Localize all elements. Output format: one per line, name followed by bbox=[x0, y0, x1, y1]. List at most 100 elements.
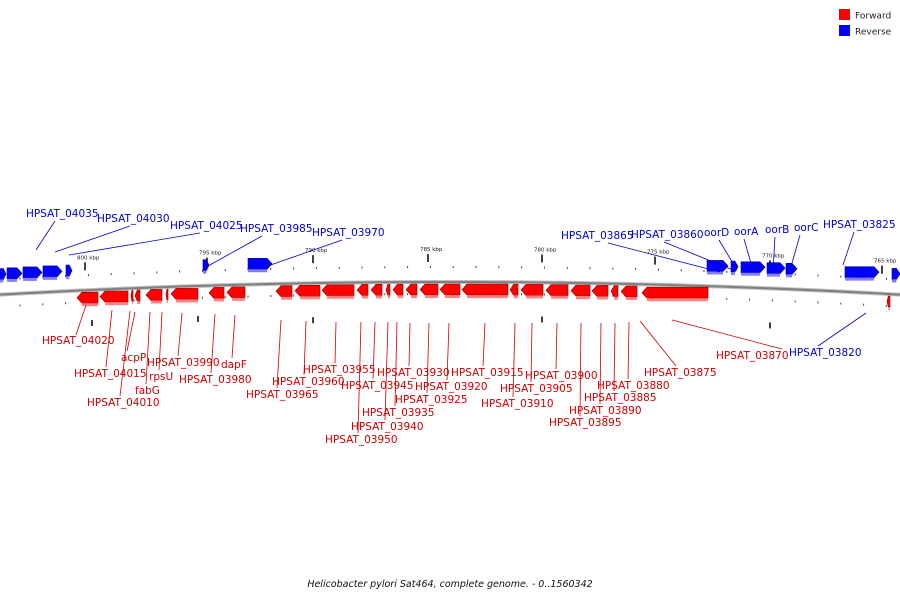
gene-label-forward[interactable]: HPSAT_03990 bbox=[147, 357, 220, 369]
forward-gene-arrow[interactable] bbox=[275, 285, 293, 300]
forward-gene-arrow[interactable] bbox=[591, 285, 609, 300]
reverse-gene-arrow[interactable] bbox=[6, 267, 23, 282]
gene-label-forward[interactable]: dapF bbox=[221, 359, 247, 371]
legend-forward-label: Forward bbox=[855, 12, 891, 22]
gene-label-reverse[interactable]: HPSAT_03860 bbox=[631, 229, 704, 241]
gene-label-forward[interactable]: HPSAT_03885 bbox=[584, 392, 657, 404]
gene-body bbox=[130, 290, 134, 302]
gene-label-reverse[interactable]: oorD bbox=[704, 227, 729, 239]
gene-label-reverse[interactable]: HPSAT_03820 bbox=[789, 347, 862, 359]
gene-label-forward[interactable]: HPSAT_03915 bbox=[451, 367, 524, 379]
forward-gene-arrow[interactable] bbox=[461, 283, 509, 299]
reverse-gene-arrow[interactable] bbox=[247, 257, 273, 273]
gene-shadow bbox=[707, 271, 723, 275]
gene-label-forward[interactable]: HPSAT_03870 bbox=[716, 350, 789, 362]
scale-label: 780 kbp bbox=[534, 248, 557, 254]
gene-label-forward[interactable]: HPSAT_04020 bbox=[42, 335, 115, 347]
gene-shadow bbox=[387, 295, 390, 299]
gene-label-forward[interactable]: HPSAT_03900 bbox=[525, 370, 598, 382]
forward-gene-arrow[interactable] bbox=[130, 290, 134, 305]
forward-gene-arrow[interactable] bbox=[294, 284, 321, 300]
reverse-gene-arrow[interactable] bbox=[730, 260, 739, 276]
gene-label-reverse[interactable]: HPSAT_03970 bbox=[312, 227, 385, 239]
forward-gene-arrow[interactable] bbox=[134, 289, 141, 305]
gene-label-forward[interactable]: acpP bbox=[121, 352, 146, 364]
forward-gene-arrow[interactable] bbox=[545, 284, 569, 299]
gene-body bbox=[766, 262, 786, 274]
gene-body bbox=[706, 260, 729, 272]
reverse-gene-arrow[interactable] bbox=[740, 261, 766, 276]
gene-label-reverse[interactable]: HPSAT_03985 bbox=[240, 223, 313, 235]
forward-gene-arrow[interactable] bbox=[886, 295, 891, 311]
forward-gene-arrow[interactable] bbox=[509, 283, 519, 299]
gene-label-forward[interactable]: fabG bbox=[135, 385, 160, 397]
forward-gene-arrow[interactable] bbox=[165, 288, 169, 304]
forward-gene-arrow[interactable] bbox=[610, 285, 619, 300]
gene-label-forward[interactable]: HPSAT_03930 bbox=[377, 367, 450, 379]
gene-label-forward[interactable]: HPSAT_03935 bbox=[362, 407, 435, 419]
gene-label-forward[interactable]: HPSAT_03980 bbox=[179, 374, 252, 386]
forward-gene-arrow[interactable] bbox=[76, 291, 99, 307]
gene-label-forward[interactable]: HPSAT_03960 bbox=[272, 376, 345, 388]
gene-shadow bbox=[845, 277, 874, 281]
forward-gene-arrow[interactable] bbox=[570, 284, 591, 300]
forward-gene-arrow[interactable] bbox=[321, 284, 355, 299]
gene-label-forward[interactable]: HPSAT_03955 bbox=[303, 364, 376, 376]
gene-label-forward[interactable]: HPSAT_03895 bbox=[549, 417, 622, 429]
gene-label-forward[interactable]: HPSAT_03920 bbox=[415, 381, 488, 393]
forward-gene-arrow[interactable] bbox=[208, 287, 225, 302]
gene-body bbox=[165, 288, 169, 301]
reverse-gene-arrow[interactable] bbox=[766, 262, 786, 277]
reverse-gene-arrow[interactable] bbox=[891, 268, 900, 283]
label-leader-line bbox=[357, 321, 362, 434]
forward-gene-arrow[interactable] bbox=[385, 283, 391, 299]
gene-label-forward[interactable]: HPSAT_03950 bbox=[325, 434, 398, 446]
gene-label-reverse[interactable]: oorB bbox=[765, 224, 789, 236]
forward-gene-arrow[interactable] bbox=[226, 286, 246, 301]
forward-gene-arrow[interactable] bbox=[145, 289, 163, 304]
gene-label-forward[interactable]: HPSAT_03945 bbox=[341, 380, 414, 392]
reverse-gene-arrow[interactable] bbox=[844, 266, 880, 281]
reverse-gene-arrow[interactable] bbox=[0, 268, 7, 283]
forward-gene-arrow[interactable] bbox=[520, 284, 544, 299]
gene-label-reverse[interactable]: oorA bbox=[734, 226, 759, 238]
gene-label-forward[interactable]: HPSAT_03875 bbox=[644, 367, 717, 379]
gene-label-forward[interactable]: HPSAT_03940 bbox=[351, 421, 424, 433]
gene-label-reverse[interactable]: HPSAT_04025 bbox=[170, 220, 243, 232]
gene-label-forward[interactable]: HPSAT_03890 bbox=[569, 405, 642, 417]
reverse-gene-arrow[interactable] bbox=[42, 265, 63, 280]
reverse-gene-arrow[interactable] bbox=[706, 260, 729, 275]
gene-label-forward[interactable]: HPSAT_04010 bbox=[87, 397, 160, 409]
gene-label-forward[interactable]: HPSAT_03910 bbox=[481, 398, 554, 410]
forward-gene-arrow[interactable] bbox=[392, 283, 404, 299]
reverse-gene-arrow[interactable] bbox=[65, 264, 73, 280]
forward-gene-arrow[interactable] bbox=[170, 288, 199, 303]
reverse-gene-arrow[interactable] bbox=[785, 262, 798, 278]
gene-label-reverse[interactable]: HPSAT_04035 bbox=[26, 208, 99, 220]
forward-gene-arrow[interactable] bbox=[356, 284, 369, 299]
reverse-gene-arrow[interactable] bbox=[202, 259, 210, 274]
gene-label-forward[interactable]: HPSAT_03905 bbox=[500, 383, 573, 395]
gene-body bbox=[509, 283, 519, 296]
forward-gene-arrow[interactable] bbox=[405, 283, 418, 299]
forward-gene-arrow[interactable] bbox=[419, 283, 439, 299]
gene-label-reverse[interactable]: oorC bbox=[794, 222, 819, 234]
gene-shadow bbox=[176, 299, 198, 303]
gene-body bbox=[0, 268, 7, 280]
forward-gene-arrow[interactable] bbox=[370, 284, 383, 299]
gene-label-reverse[interactable]: HPSAT_03825 bbox=[823, 219, 896, 231]
gene-label-forward[interactable]: HPSAT_04015 bbox=[74, 368, 147, 380]
reverse-gene-arrow[interactable] bbox=[22, 266, 43, 281]
gene-label-reverse[interactable]: HPSAT_04030 bbox=[97, 213, 170, 225]
gene-label-forward[interactable]: HPSAT_03880 bbox=[597, 380, 670, 392]
label-leader-line bbox=[384, 321, 389, 421]
label-leader-line bbox=[54, 225, 131, 253]
gene-label-forward[interactable]: rpsU bbox=[149, 371, 173, 383]
gene-label-forward[interactable]: HPSAT_03925 bbox=[395, 394, 468, 406]
forward-gene-arrow[interactable] bbox=[99, 290, 129, 306]
forward-gene-arrow[interactable] bbox=[641, 286, 709, 302]
gene-label-forward[interactable]: HPSAT_03965 bbox=[246, 389, 319, 401]
gene-label-reverse[interactable]: HPSAT_03865 bbox=[561, 230, 634, 242]
forward-gene-arrow[interactable] bbox=[620, 285, 638, 301]
forward-gene-arrow[interactable] bbox=[439, 283, 461, 299]
